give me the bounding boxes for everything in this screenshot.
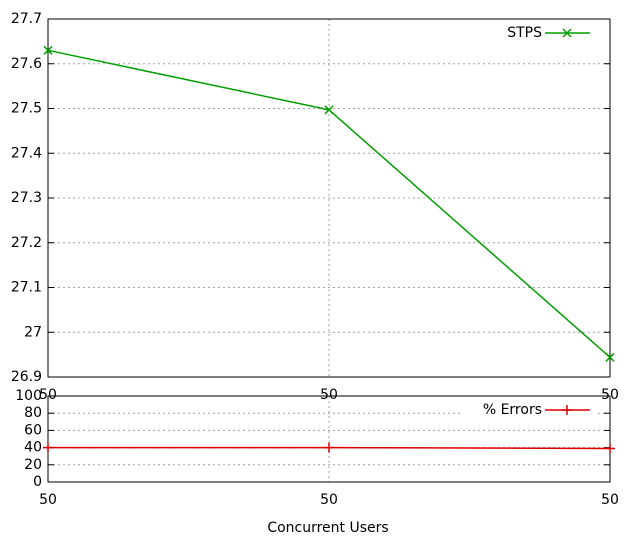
y-tick-label: 100 bbox=[15, 388, 42, 404]
x-tick-label: 50 bbox=[601, 387, 619, 403]
y-tick-label: 27.6 bbox=[11, 56, 42, 72]
y-tick-label: 27.5 bbox=[11, 101, 42, 117]
legend-background bbox=[460, 23, 595, 43]
y-tick-label: 27.1 bbox=[11, 280, 42, 296]
plot-border bbox=[47, 18, 611, 378]
marker bbox=[324, 442, 334, 453]
y-tick-label: 60 bbox=[24, 422, 42, 438]
x-tick-label: 50 bbox=[39, 492, 57, 508]
legend-label: STPS bbox=[507, 25, 542, 41]
x-tick-label: 50 bbox=[601, 492, 619, 508]
y-tick-label: 80 bbox=[24, 405, 42, 421]
y-tick-label: 20 bbox=[24, 457, 42, 473]
legend-background bbox=[460, 400, 595, 420]
x-tick-label: 50 bbox=[320, 387, 338, 403]
plot-border bbox=[47, 395, 611, 483]
legend-marker bbox=[562, 405, 572, 415]
y-tick-label: 0 bbox=[33, 474, 42, 490]
marker bbox=[605, 352, 615, 362]
marker bbox=[43, 45, 53, 55]
x-tick-label: 50 bbox=[39, 387, 57, 403]
legend-marker bbox=[562, 28, 572, 38]
y-tick-label: 27.4 bbox=[11, 145, 42, 161]
y-tick-label: 26.9 bbox=[11, 369, 42, 385]
marker bbox=[324, 105, 334, 115]
y-tick-label: 40 bbox=[24, 440, 42, 456]
legend-label: % Errors bbox=[483, 402, 542, 418]
marker bbox=[605, 443, 615, 454]
marker bbox=[43, 442, 53, 453]
x-tick-label: 50 bbox=[320, 492, 338, 508]
x-axis-label: Concurrent Users bbox=[267, 520, 388, 536]
y-tick-label: 27.7 bbox=[11, 11, 42, 27]
y-tick-label: 27.3 bbox=[11, 190, 42, 206]
y-tick-label: 27 bbox=[24, 324, 42, 340]
y-tick-label: 27.2 bbox=[11, 235, 42, 251]
